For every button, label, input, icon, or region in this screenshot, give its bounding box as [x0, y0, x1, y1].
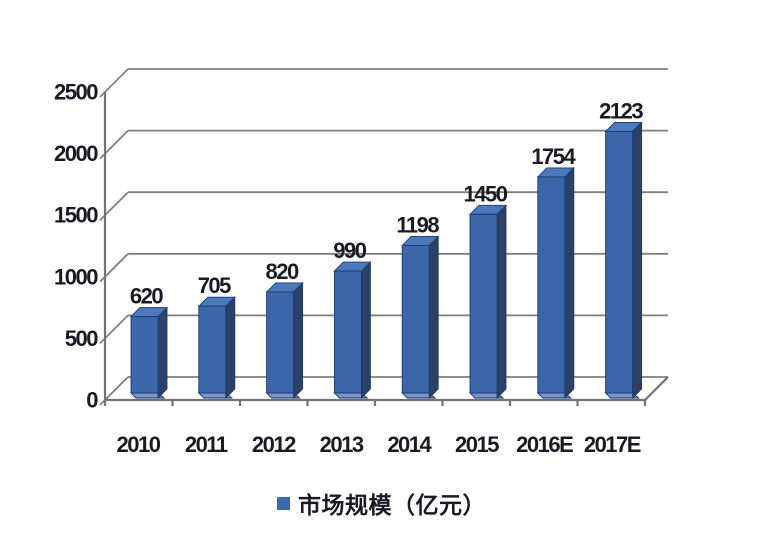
bar-value-label-2017E: 2123 — [599, 98, 643, 123]
bar-side-face — [360, 260, 371, 400]
bar-side-face — [632, 121, 643, 400]
bar-value-label-2014: 1198 — [396, 212, 439, 237]
y-axis-label-0: 0 — [86, 388, 98, 413]
bar-2014 — [401, 235, 440, 400]
bar-front-face — [605, 130, 634, 394]
bar-side-face — [564, 166, 575, 400]
bar-side-face — [157, 306, 168, 400]
x-axis-label-2012: 2012 — [252, 432, 296, 457]
y-axis-label-1000: 1000 — [54, 264, 98, 289]
bar-front-face — [401, 244, 430, 394]
x-axis-label-2013: 2013 — [320, 432, 364, 457]
bar-front-face — [469, 213, 498, 394]
bar-2013 — [333, 260, 372, 400]
bar-side-face — [428, 235, 439, 400]
legend-marker-swatch — [277, 496, 290, 510]
x-axis-label-2010: 2010 — [117, 432, 161, 457]
x-axis-label-2016E: 2016E — [516, 432, 573, 457]
bar-2011 — [197, 296, 236, 400]
legend-series-label: 市场规模（亿元） — [298, 492, 486, 518]
bar-front-face — [333, 270, 362, 394]
y-axis-label-500: 500 — [65, 326, 98, 351]
y-axis-label-1500: 1500 — [54, 203, 98, 228]
bar-2012 — [265, 281, 304, 400]
bar-front-face — [130, 316, 159, 394]
bar-value-label-2013: 990 — [333, 238, 366, 263]
bar-value-label-2012: 820 — [265, 259, 298, 284]
bar-value-label-2010: 620 — [130, 284, 163, 309]
x-axis-label-2014: 2014 — [387, 432, 432, 457]
bar-2017E — [604, 121, 643, 400]
x-axis-label-2015: 2015 — [455, 432, 499, 457]
floor-right-edge — [644, 376, 669, 401]
bar-side-face — [225, 296, 236, 400]
x-axis-label-2011: 2011 — [185, 432, 228, 457]
bar-value-label-2011: 705 — [198, 273, 231, 298]
bar-front-face — [198, 305, 227, 394]
x-axis-label-2017E: 2017E — [584, 432, 641, 457]
y-axis-label-2000: 2000 — [54, 141, 98, 166]
bar-2015 — [468, 204, 508, 400]
bar-side-face — [496, 204, 507, 400]
bar-front-face — [266, 291, 295, 394]
bar-front-face — [537, 176, 566, 394]
bar-value-label-2015: 1450 — [464, 181, 508, 206]
bar-2016E — [536, 166, 575, 400]
bar-2010 — [129, 306, 169, 400]
y-axis-label-2500: 2500 — [54, 80, 98, 105]
bar-side-face — [293, 281, 304, 400]
bar-value-label-2016E: 1754 — [531, 144, 576, 169]
legend: 市场规模（亿元） — [277, 486, 486, 520]
